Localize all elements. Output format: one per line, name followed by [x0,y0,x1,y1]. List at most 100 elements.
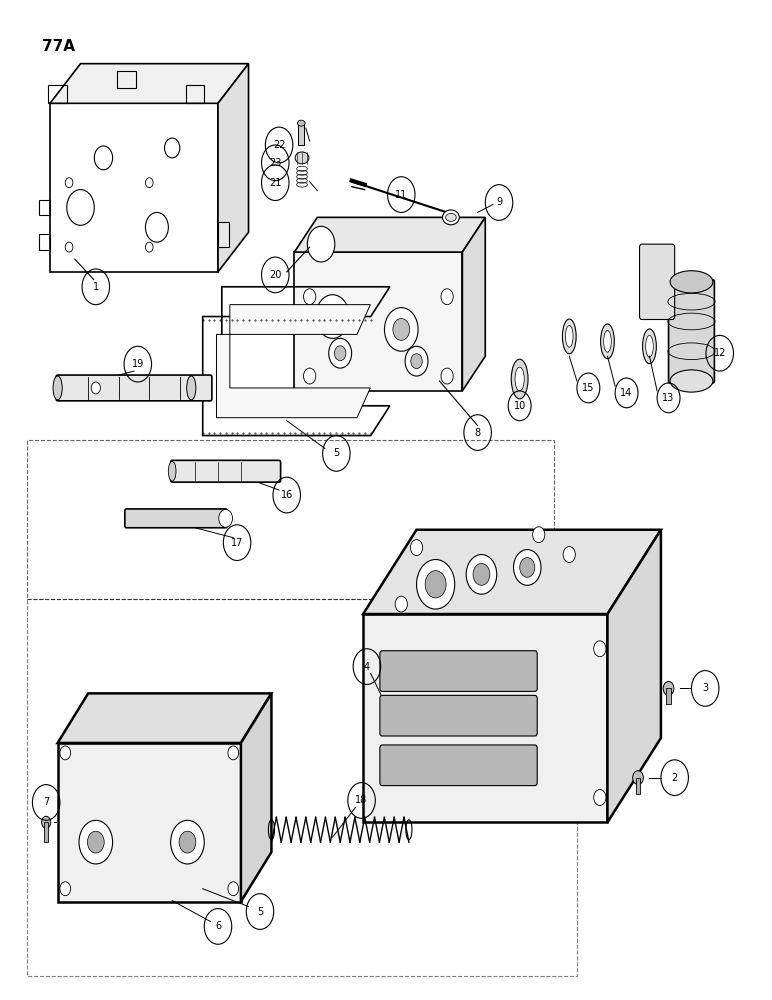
Polygon shape [58,693,272,743]
Circle shape [405,346,428,376]
Ellipse shape [604,330,611,352]
Circle shape [66,178,73,188]
Circle shape [441,368,453,384]
Ellipse shape [563,319,576,354]
Polygon shape [294,217,486,252]
FancyBboxPatch shape [56,375,212,401]
Text: 1: 1 [93,282,99,292]
Circle shape [79,820,113,864]
Text: 20: 20 [269,270,282,280]
Circle shape [425,571,446,598]
Bar [39,234,50,250]
Ellipse shape [445,213,456,221]
Polygon shape [294,252,462,391]
Circle shape [393,319,410,340]
Circle shape [441,289,453,305]
Circle shape [520,558,535,577]
Bar [117,71,136,88]
FancyBboxPatch shape [125,509,227,528]
Circle shape [395,596,408,612]
Circle shape [316,295,350,338]
Circle shape [145,178,153,188]
Circle shape [411,354,422,369]
Circle shape [473,563,490,585]
Circle shape [66,242,73,252]
Text: 5: 5 [257,907,263,917]
Ellipse shape [670,271,713,293]
Text: 19: 19 [132,359,144,369]
Text: 11: 11 [395,190,408,200]
Circle shape [91,382,100,394]
Polygon shape [608,530,661,822]
Bar [186,85,205,103]
Text: 77A: 77A [42,39,76,54]
FancyBboxPatch shape [380,651,537,691]
Circle shape [218,509,232,527]
Ellipse shape [295,152,309,164]
Circle shape [594,790,606,805]
Circle shape [324,306,341,327]
Circle shape [228,882,239,896]
Circle shape [307,226,335,262]
Text: 18: 18 [355,795,367,805]
Polygon shape [363,530,661,614]
Text: 4: 4 [364,662,370,672]
Text: 22: 22 [273,140,286,150]
Circle shape [466,555,496,594]
Ellipse shape [511,359,528,399]
Text: 3: 3 [703,683,708,693]
Ellipse shape [565,325,573,347]
Polygon shape [241,693,272,902]
Polygon shape [462,217,486,391]
Circle shape [533,527,545,543]
Text: 6: 6 [215,921,221,931]
Ellipse shape [642,329,656,364]
Polygon shape [50,64,249,103]
Ellipse shape [645,335,653,357]
Text: 5: 5 [334,448,340,458]
FancyBboxPatch shape [639,244,675,320]
Text: 12: 12 [713,348,726,358]
Ellipse shape [297,120,305,126]
FancyBboxPatch shape [669,280,714,383]
Ellipse shape [442,210,459,225]
Text: 14: 14 [621,388,633,398]
Bar [44,822,49,842]
Circle shape [171,820,205,864]
Circle shape [303,289,316,305]
Circle shape [411,540,422,556]
Bar [666,688,671,704]
Ellipse shape [670,370,713,392]
Circle shape [60,746,70,760]
Circle shape [145,242,153,252]
Text: 23: 23 [269,158,282,168]
Circle shape [228,746,239,760]
Circle shape [513,550,541,585]
Text: 8: 8 [475,428,481,438]
Circle shape [633,771,643,785]
Text: 16: 16 [280,490,293,500]
Circle shape [417,560,455,609]
Ellipse shape [168,461,176,481]
Text: 13: 13 [662,393,675,403]
Polygon shape [216,305,371,418]
Text: 17: 17 [231,538,243,548]
Ellipse shape [187,376,196,400]
Text: 21: 21 [269,178,282,188]
Polygon shape [58,743,241,902]
Circle shape [303,368,316,384]
Ellipse shape [53,376,63,400]
FancyBboxPatch shape [380,745,537,786]
Polygon shape [218,64,249,272]
Ellipse shape [601,324,615,359]
Circle shape [663,681,674,695]
Circle shape [334,346,346,361]
Circle shape [60,882,70,896]
Bar [39,200,50,215]
Text: 10: 10 [513,401,526,411]
Circle shape [594,641,606,657]
Bar [218,222,229,247]
Polygon shape [363,614,608,822]
Bar [635,778,640,794]
Circle shape [563,547,575,562]
